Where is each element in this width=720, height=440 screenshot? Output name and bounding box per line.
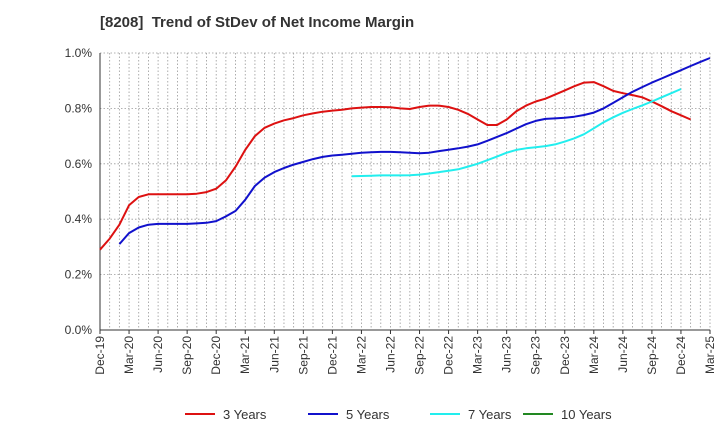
x-tick-label: Sep-20 xyxy=(180,336,194,375)
series-line-5-years xyxy=(118,57,711,245)
x-tick-label: Jun-21 xyxy=(267,336,281,373)
y-tick-label: 0.6% xyxy=(65,157,93,171)
x-tick-label: Jun-22 xyxy=(383,336,397,373)
y-tick-label: 1.0% xyxy=(65,46,93,60)
x-tick-label: Jun-23 xyxy=(500,336,514,373)
x-tick-label: Sep-23 xyxy=(529,336,543,375)
x-tick-label: Dec-22 xyxy=(442,336,456,375)
x-tick-label: Dec-19 xyxy=(93,336,107,375)
x-tick-label: Dec-24 xyxy=(674,336,688,375)
chart-title: [8208] Trend of StDev of Net Income Marg… xyxy=(100,14,415,31)
x-tick-label: Mar-20 xyxy=(122,336,136,374)
y-tick-label: 0.4% xyxy=(65,212,93,226)
legend-label: 7 Years xyxy=(468,407,512,422)
y-tick-label: 0.8% xyxy=(65,101,93,115)
x-tick-label: Mar-25 xyxy=(703,336,717,374)
x-tick-label: Sep-21 xyxy=(296,336,310,375)
y-tick-label: 0.2% xyxy=(65,268,93,282)
x-tick-label: Mar-22 xyxy=(354,336,368,374)
legend-label: 10 Years xyxy=(561,407,612,422)
series-line-3-years xyxy=(99,81,692,251)
x-tick-label: Dec-23 xyxy=(558,336,572,375)
legend-label: 3 Years xyxy=(223,407,267,422)
plot-area xyxy=(100,53,710,330)
x-tick-label: Jun-20 xyxy=(151,336,165,373)
x-tick-label: Mar-24 xyxy=(587,336,601,374)
y-tick-label: 0.0% xyxy=(65,323,93,337)
x-tick-label: Dec-21 xyxy=(325,336,339,375)
x-tick-label: Jun-24 xyxy=(616,336,630,373)
x-tick-label: Sep-24 xyxy=(645,336,659,375)
legend-label: 5 Years xyxy=(346,407,390,422)
x-tick-label: Mar-23 xyxy=(471,336,485,374)
x-tick-label: Mar-21 xyxy=(238,336,252,374)
x-tick-label: Dec-20 xyxy=(209,336,223,375)
series-line-7-years xyxy=(351,88,682,178)
x-tick-label: Sep-22 xyxy=(413,336,427,375)
